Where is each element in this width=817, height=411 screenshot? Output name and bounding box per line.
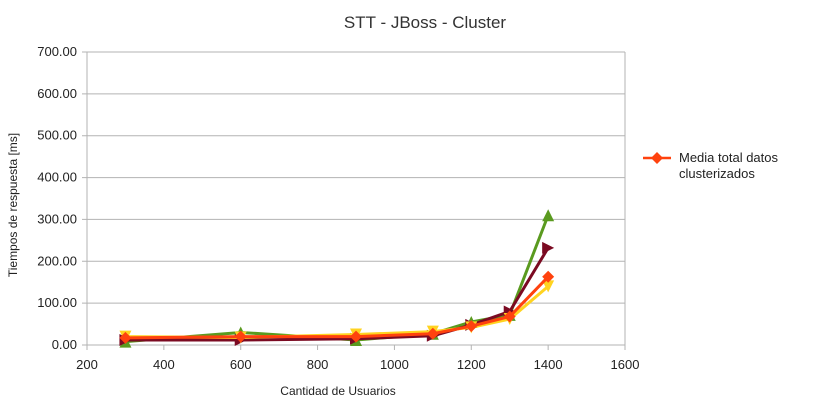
legend-marker-diamond bbox=[651, 152, 663, 164]
y-tick-label: 200.00 bbox=[37, 253, 77, 268]
data-point-triangle-down bbox=[542, 280, 555, 293]
x-tick-label: 1200 bbox=[457, 357, 486, 372]
data-point-diamond bbox=[234, 330, 247, 343]
data-point-triangle-up bbox=[542, 209, 555, 222]
x-axis-label: Cantidad de Usuarios bbox=[280, 384, 395, 398]
chart-title: STT - JBoss - Cluster bbox=[344, 13, 506, 32]
data-point-diamond bbox=[542, 270, 555, 283]
y-tick-label: 300.00 bbox=[37, 211, 77, 226]
series-2 bbox=[119, 241, 555, 346]
y-tick-label: 0.00 bbox=[52, 337, 77, 352]
y-tick-label: 500.00 bbox=[37, 128, 77, 143]
data-point-diamond bbox=[465, 320, 478, 333]
series-3 bbox=[119, 280, 555, 344]
y-axis-ticks: 0.00 100.00 200.00 300.00 400.00 500.00 600.00… bbox=[37, 44, 77, 352]
data-point-diamond bbox=[503, 310, 516, 323]
legend-label-line2: clusterizados bbox=[679, 166, 755, 181]
y-tick-label: 700.00 bbox=[37, 44, 77, 59]
data-point-triangle-right bbox=[542, 241, 555, 254]
series-1 bbox=[119, 209, 555, 348]
x-tick-label: 400 bbox=[153, 357, 175, 372]
data-point-diamond bbox=[426, 327, 439, 340]
x-tick-label: 200 bbox=[76, 357, 98, 372]
series-4 bbox=[119, 270, 555, 344]
y-axis-label: Tiempos de respuesta [ms] bbox=[6, 133, 20, 277]
grid-lines bbox=[82, 51, 626, 346]
legend-label-line1: Media total datos bbox=[679, 150, 779, 165]
series-group bbox=[119, 209, 555, 348]
x-tick-label: 1400 bbox=[534, 357, 563, 372]
x-tick-label: 600 bbox=[230, 357, 252, 372]
x-axis-ticks: 200 400 600 800 1000 1200 1400 1600 bbox=[76, 345, 639, 372]
data-point-diamond bbox=[350, 330, 362, 343]
x-tick-label: 800 bbox=[307, 357, 329, 372]
x-tick-label: 1000 bbox=[380, 357, 409, 372]
y-tick-label: 600.00 bbox=[37, 86, 77, 101]
y-tick-label: 400.00 bbox=[37, 170, 77, 185]
data-point-diamond bbox=[119, 331, 132, 344]
y-tick-label: 100.00 bbox=[37, 295, 77, 310]
series-line bbox=[125, 285, 550, 339]
x-tick-label: 1600 bbox=[611, 357, 640, 372]
series-line bbox=[125, 275, 550, 340]
legend: Media total datos clusterizados bbox=[643, 150, 779, 181]
